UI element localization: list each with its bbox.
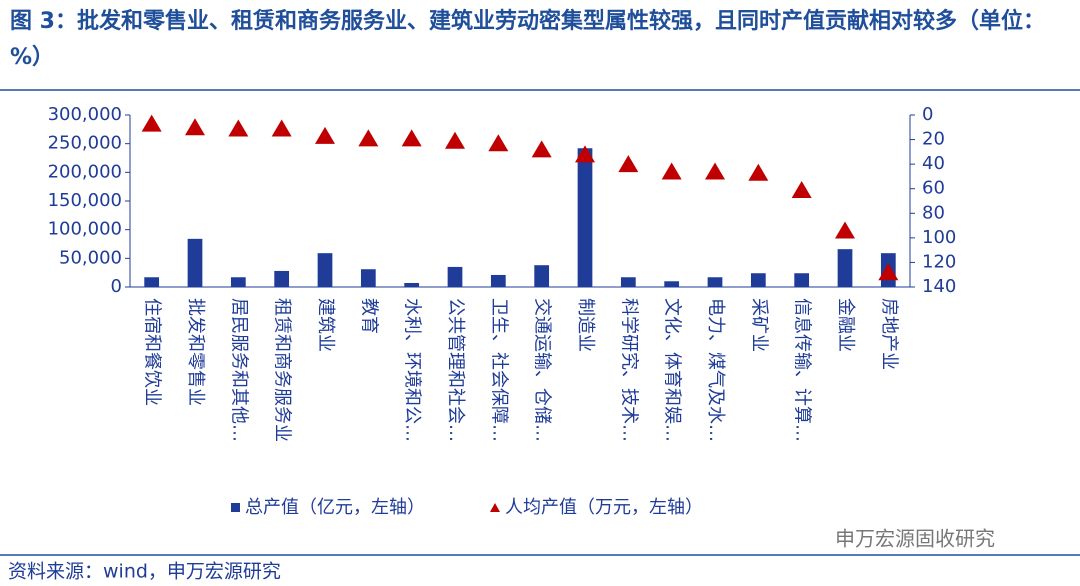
bar [837,249,853,287]
y-tick-label: 150,000 [48,190,122,211]
triangle-marker [315,126,335,144]
legend-swatch [231,503,240,512]
legend-label: 总产值（亿元，左轴） [245,497,425,518]
y2-tick-label: 80 [922,202,945,223]
x-tick-label: 建筑业 [315,298,336,352]
triangle-marker [141,114,162,132]
bar [534,265,550,287]
bar [144,277,160,287]
y-tick-label: 300,000 [48,104,122,125]
x-tick-label: 信息传输、计算… [792,298,813,442]
bar [707,277,723,287]
x-tick-label: 采矿业 [748,298,769,352]
y2-tick-label: 0 [922,104,933,125]
x-tick-label: 住宿和餐饮业 [142,298,163,406]
bar [317,253,333,287]
x-tick-label: 卫生、社会保障… [488,298,509,442]
x-tick-label: 科学研究、技术… [618,298,639,442]
triangle-marker [228,119,249,137]
y-tick-label: 200,000 [48,161,122,182]
bar [230,277,246,287]
bar [750,273,766,287]
triangle-marker [358,129,379,147]
y2-tick-label: 60 [922,178,945,199]
x-tick-label: 居民服务和其他… [228,298,249,442]
triangle-marker [661,162,682,180]
x-tick-label: 教育 [358,298,379,334]
source: 资料来源：wind，申万宏源研究 [8,561,281,583]
x-tick-label: 金融业 [835,298,856,352]
bar [187,238,203,287]
x-tick-label: 批发和零售业 [185,298,206,406]
triangle-marker [878,263,899,281]
x-tick-label: 水利、环境和公… [402,298,423,442]
legend-label: 人均产值（万元，左轴） [505,497,703,518]
triangle-marker [618,155,639,173]
bar [577,148,593,287]
bar [360,269,376,287]
chart-title: 图 3：批发和零售业、租赁和商务服务业、建筑业劳动密集型属性较强，且同时产值贡献… [10,9,1045,70]
bar [794,273,810,287]
x-tick-label: 交通运输、仓储… [532,298,553,442]
y2-tick-label: 40 [922,153,945,174]
triangle-marker [791,180,812,198]
bar [620,277,636,287]
triangle-marker [445,131,465,149]
watermark: 申万宏源固收研究 [835,527,995,551]
y-tick-label: 0 [111,276,122,297]
y-tick-label: 100,000 [48,219,122,240]
y-tick-label: 250,000 [48,133,122,154]
triangle-marker [185,118,205,136]
bar [447,266,463,287]
y-tick-label: 50,000 [59,247,122,268]
triangle-marker [835,221,855,239]
x-tick-label: 电力、煤气及水… [705,298,726,442]
x-tick-label: 制造业 [575,298,596,352]
triangle-marker [575,145,595,163]
y2-tick-label: 100 [922,227,956,248]
x-tick-label: 公共管理和社会… [445,298,466,442]
y2-tick-label: 140 [922,276,956,297]
y2-tick-label: 120 [922,251,956,272]
legend-swatch [490,503,500,512]
x-tick-label: 房地产业 [878,298,899,370]
x-tick-label: 租赁和商务服务业 [272,298,293,442]
triangle-marker [531,140,552,158]
triangle-marker [488,134,509,152]
triangle-marker [401,129,422,147]
y2-tick-label: 20 [922,129,945,150]
triangle-marker [748,163,769,181]
triangle-marker [705,162,725,180]
bar [664,281,680,287]
triangle-marker [271,119,292,137]
bar [404,282,420,287]
x-tick-label: 文化、体育和娱… [662,298,683,442]
bar [274,270,290,287]
bar [490,274,506,287]
